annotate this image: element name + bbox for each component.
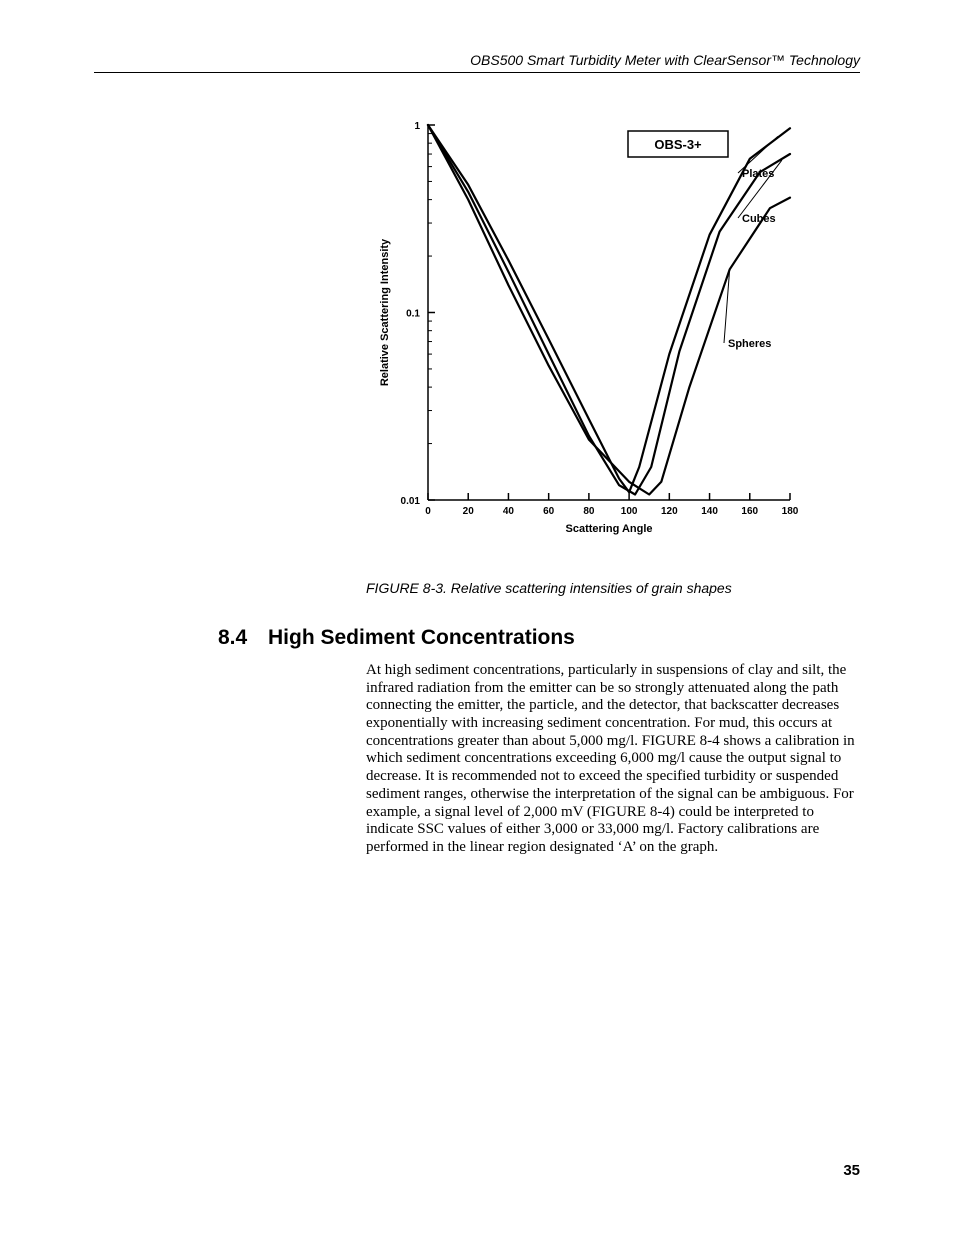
running-header: OBS500 Smart Turbidity Meter with ClearS… (470, 52, 860, 68)
section-title: High Sediment Concentrations (268, 626, 575, 649)
svg-text:0.1: 0.1 (406, 309, 420, 320)
svg-text:80: 80 (583, 506, 595, 517)
svg-text:160: 160 (741, 506, 758, 517)
svg-text:Cubes: Cubes (742, 213, 776, 225)
section-number: 8.4 (218, 626, 264, 650)
header-rule (94, 72, 860, 73)
svg-text:180: 180 (782, 506, 799, 517)
svg-text:40: 40 (503, 506, 515, 517)
svg-text:60: 60 (543, 506, 555, 517)
svg-text:OBS-3+: OBS-3+ (654, 137, 702, 152)
section-body: At high sediment concentrations, particu… (366, 662, 860, 857)
svg-text:140: 140 (701, 506, 718, 517)
svg-text:100: 100 (621, 506, 638, 517)
svg-text:Plates: Plates (742, 168, 774, 180)
svg-text:20: 20 (463, 506, 475, 517)
figure-caption: FIGURE 8-3. Relative scattering intensit… (366, 580, 732, 596)
svg-text:1: 1 (414, 121, 420, 132)
svg-text:Relative Scattering Intensity: Relative Scattering Intensity (379, 238, 391, 386)
section-heading-row: 8.4 High Sediment Concentrations (218, 626, 860, 650)
svg-text:Scattering Angle: Scattering Angle (566, 523, 653, 535)
svg-text:120: 120 (661, 506, 678, 517)
scattering-chart-svg: 0 20 40 60 80 100 120 140 160 180 0.01 0.1 1 Scatteri… (360, 105, 810, 555)
svg-text:Spheres: Spheres (728, 338, 771, 350)
svg-text:0.01: 0.01 (401, 496, 421, 507)
figure-8-3-chart: 0 20 40 60 80 100 120 140 160 180 0.01 0.1 1 Scatteri… (360, 105, 810, 555)
page-number: 35 (843, 1162, 860, 1179)
svg-text:0: 0 (425, 506, 431, 517)
